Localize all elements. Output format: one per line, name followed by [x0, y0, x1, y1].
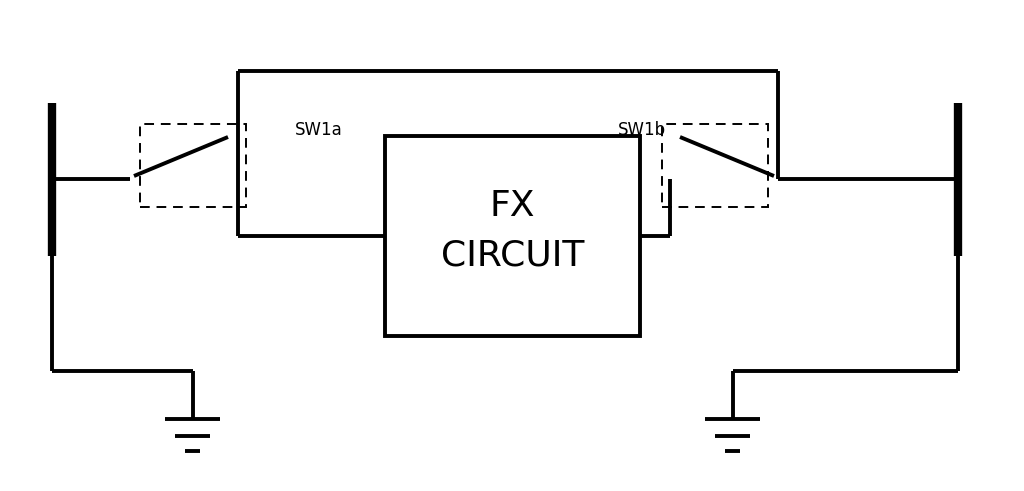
Text: CIRCUIT: CIRCUIT [440, 239, 584, 273]
Text: FX: FX [489, 189, 536, 223]
Text: SW1a: SW1a [295, 121, 343, 139]
Text: SW1b: SW1b [618, 121, 667, 139]
Bar [140, 124, 246, 207]
Bar [662, 124, 768, 207]
Bar [385, 136, 640, 336]
